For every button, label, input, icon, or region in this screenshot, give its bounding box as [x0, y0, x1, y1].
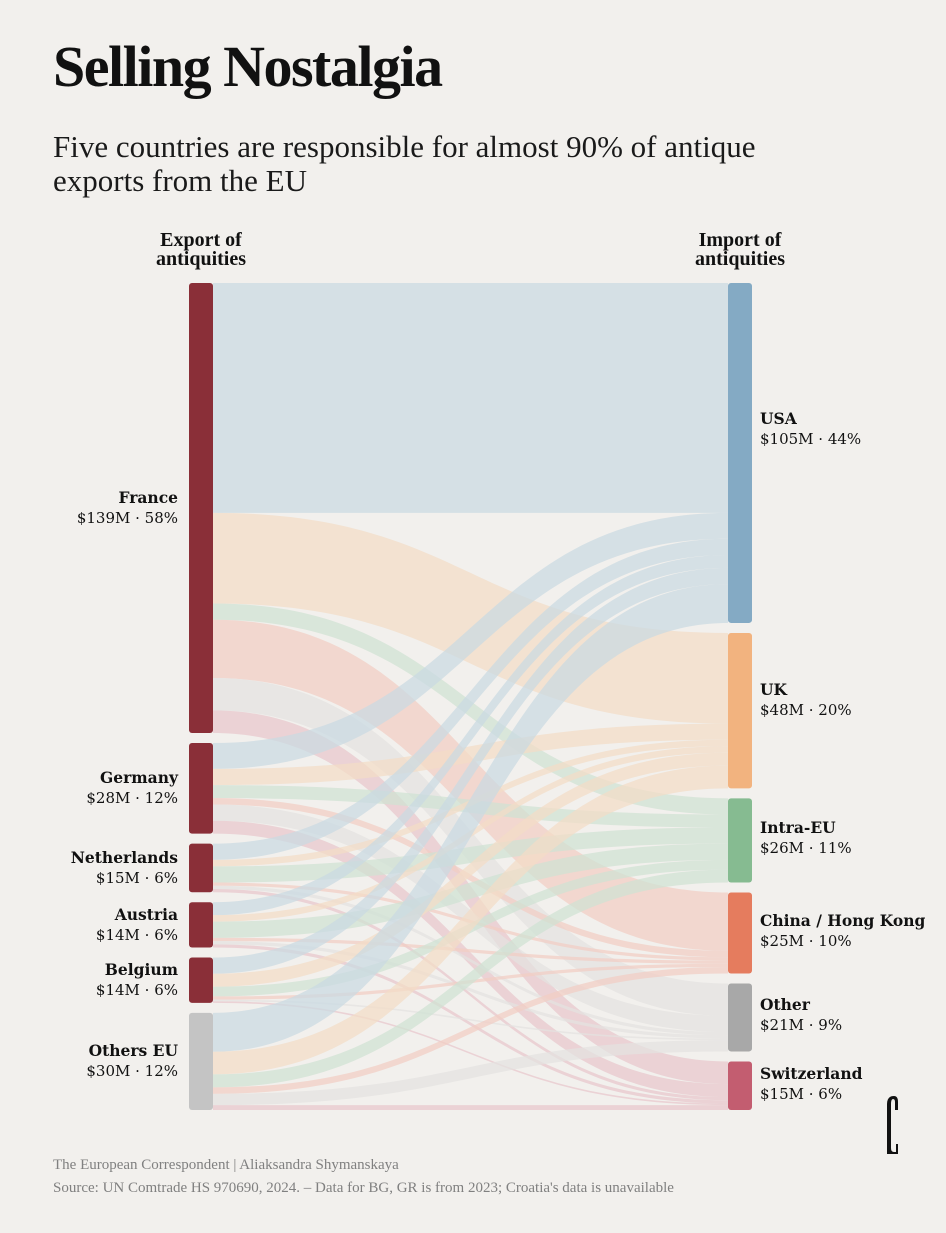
source-name: Netherlands	[70, 847, 178, 867]
target-label: Other $21M · 9%	[760, 995, 842, 1035]
source-value: $28M · 12%	[86, 789, 178, 808]
flow-france-to-uk	[213, 512, 728, 724]
source-node-austria	[189, 902, 213, 948]
source-value: $15M · 6%	[95, 868, 178, 887]
target-node-other	[728, 983, 752, 1052]
target-name: USA	[760, 409, 797, 429]
flow-belgium-to-other	[213, 999, 728, 1041]
target-name: China / Hong Kong	[760, 910, 926, 930]
target-node-intra-eu	[728, 798, 752, 883]
flow-netherlands-to-switzerland	[213, 888, 728, 1101]
flow-germany-to-china-hong-kong	[213, 798, 728, 958]
flow-belgium-to-uk	[213, 752, 728, 987]
source-node-france	[189, 283, 213, 734]
flow-france-to-usa	[213, 283, 728, 513]
source-name: France	[118, 488, 178, 507]
flow-austria-to-other	[213, 941, 728, 1039]
source-name: Germany	[100, 768, 178, 788]
target-value: $21M · 9%	[760, 1016, 843, 1035]
target-node-usa	[728, 283, 752, 623]
target-label: Switzerland $15M · 6%	[760, 1064, 862, 1104]
flow-others-eu-to-intra-eu	[213, 869, 728, 1088]
target-label: UK $48M · 20%	[760, 680, 852, 720]
flow-layer	[213, 283, 728, 1110]
source-label: Belgium $14M · 6%	[96, 960, 178, 1000]
chart-subtitle: Five countries are responsible for almos…	[53, 129, 756, 198]
flow-netherlands-to-usa	[213, 538, 728, 860]
source-value: $30M · 12%	[86, 1062, 178, 1081]
target-name: UK	[760, 679, 787, 699]
source-value: $139M · 58%	[76, 509, 178, 527]
flow-others-eu-to-china-hong-kong	[213, 966, 728, 1094]
source-label: France $139M · 58%	[77, 488, 178, 528]
source-name: Belgium	[104, 960, 178, 980]
target-value: $105M · 44%	[760, 430, 862, 449]
footer-source: Source: UN Comtrade HS 970690, 2024. – D…	[53, 1180, 674, 1196]
target-label: Intra-EU $26M · 11%	[760, 818, 852, 858]
european-correspondent-logo-icon	[887, 1096, 898, 1154]
source-label: Others EU $30M · 12%	[86, 1041, 178, 1081]
flow-netherlands-to-other	[213, 885, 728, 1036]
flow-others-eu-to-other	[213, 1040, 728, 1106]
target-name: Intra-EU	[760, 818, 836, 838]
target-name: Other	[760, 995, 810, 1015]
target-value: $48M · 20%	[760, 700, 852, 719]
target-value: $15M · 6%	[760, 1084, 843, 1103]
source-node-others-eu	[189, 1012, 213, 1110]
source-label: Germany $28M · 12%	[86, 768, 178, 808]
flow-austria-to-switzerland	[213, 944, 728, 1104]
right-column-header: Import of antiquities	[694, 229, 786, 270]
source-name: Others EU	[88, 1041, 178, 1061]
flow-germany-to-usa	[213, 512, 728, 769]
target-value: $26M · 11%	[760, 839, 852, 858]
source-label: Austria $14M · 6%	[96, 905, 178, 945]
source-name: Austria	[114, 904, 178, 924]
target-label: USA $105M · 44%	[760, 409, 861, 449]
source-label: Netherlands $15M · 6%	[71, 848, 178, 888]
footer-credit: The European Correspondent | Aliaksandra…	[53, 1157, 399, 1173]
target-label: China / Hong Kong $25M · 10%	[760, 911, 925, 951]
source-value: $14M · 6%	[95, 981, 178, 1000]
chart-title: Selling Nostalgia	[53, 34, 443, 99]
source-node-belgium	[189, 957, 213, 1003]
flow-belgium-to-usa	[213, 567, 728, 974]
flow-austria-to-intra-eu	[213, 843, 728, 938]
flow-france-to-intra-eu	[213, 603, 728, 815]
target-node-switzerland	[728, 1061, 752, 1110]
source-node-netherlands	[189, 843, 213, 893]
flow-others-eu-to-uk	[213, 765, 728, 1075]
source-value: $14M · 6%	[95, 925, 178, 944]
source-node-germany	[189, 743, 213, 834]
flow-germany-to-uk	[213, 723, 728, 786]
flow-belgium-to-switzerland	[213, 1001, 728, 1106]
target-value: $25M · 10%	[760, 931, 852, 950]
flow-austria-to-usa	[213, 554, 728, 916]
target-node-china-hong-kong	[728, 892, 752, 974]
target-node-uk	[728, 632, 752, 789]
node-layer	[189, 283, 752, 1110]
flow-others-eu-to-usa	[213, 584, 728, 1052]
left-column-header: Export of antiquities	[155, 229, 247, 270]
target-name: Switzerland	[760, 1063, 863, 1083]
flow-austria-to-china-hong-kong	[213, 937, 728, 964]
flow-others-eu-to-switzerland	[213, 1105, 728, 1110]
